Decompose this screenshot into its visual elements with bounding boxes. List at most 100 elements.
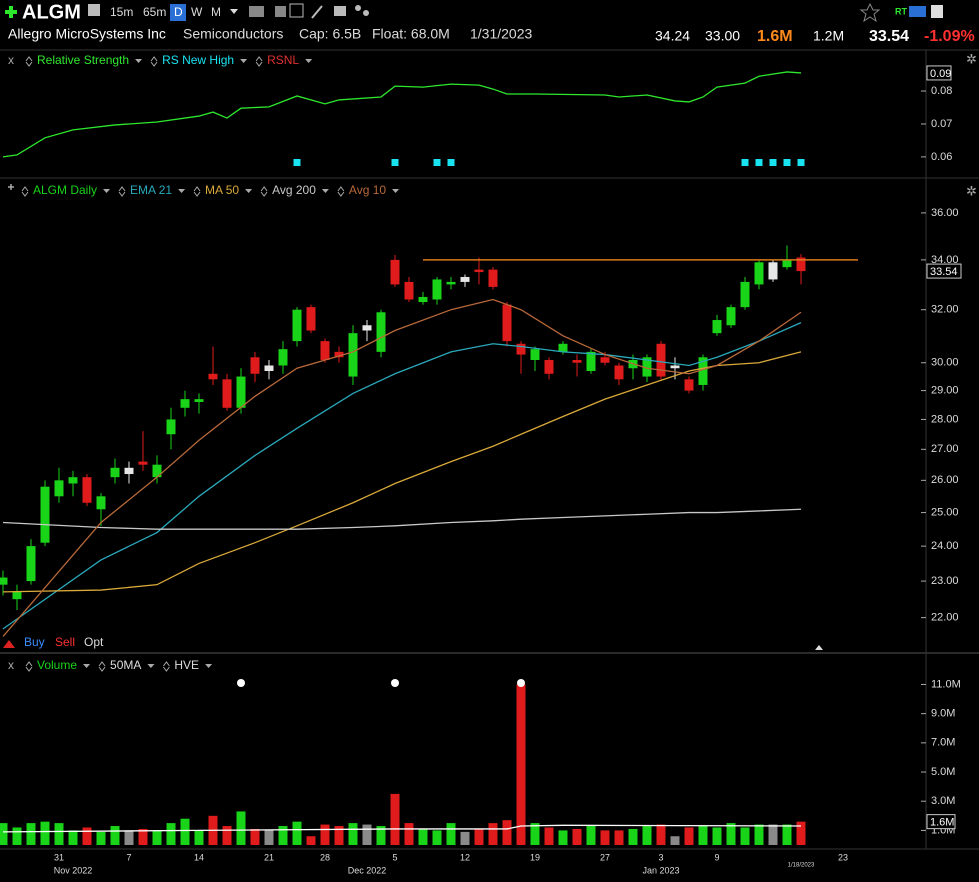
interval[interactable]: W bbox=[191, 5, 203, 19]
legend-label[interactable]: MA 50 bbox=[205, 183, 239, 197]
tool-icon[interactable] bbox=[363, 10, 369, 16]
candle-body bbox=[796, 257, 806, 272]
candle-body bbox=[642, 357, 652, 377]
legend-move-icon[interactable] bbox=[193, 186, 201, 197]
candle-body bbox=[82, 477, 92, 503]
legend-move-icon[interactable] bbox=[337, 186, 345, 197]
legend-move-icon[interactable] bbox=[25, 661, 33, 672]
legend-dropdown[interactable] bbox=[147, 664, 155, 668]
tool-icon[interactable] bbox=[275, 6, 286, 17]
legend-move-icon[interactable] bbox=[255, 56, 263, 67]
legend-move-icon[interactable] bbox=[25, 56, 33, 67]
rs-new-high bbox=[433, 159, 441, 166]
moving-average bbox=[2, 322, 802, 630]
volume-bar bbox=[418, 828, 428, 845]
share-icon[interactable] bbox=[909, 6, 926, 17]
panel-close[interactable]: x bbox=[8, 53, 14, 67]
legend-dropdown[interactable] bbox=[392, 189, 400, 193]
volume-bar bbox=[250, 828, 260, 845]
legend-label[interactable]: Volume bbox=[37, 658, 77, 672]
volume-bar bbox=[684, 827, 694, 845]
trade-icon[interactable] bbox=[3, 640, 15, 648]
legend-label[interactable]: HVE bbox=[174, 658, 199, 672]
volume-bar bbox=[82, 827, 92, 845]
legend-dropdown[interactable] bbox=[103, 189, 111, 193]
candle-body bbox=[222, 379, 232, 408]
company: Allegro MicroSystems Inc bbox=[8, 26, 166, 42]
x-tick-label: 23 bbox=[838, 852, 848, 862]
candle-body bbox=[600, 357, 610, 363]
volume-bar bbox=[726, 823, 736, 845]
interval[interactable]: M bbox=[211, 5, 221, 19]
current-value-box bbox=[926, 263, 962, 279]
legend-dropdown[interactable] bbox=[321, 189, 329, 193]
tool-icon[interactable] bbox=[355, 5, 361, 11]
interval[interactable]: D bbox=[174, 5, 183, 19]
symbol-icon[interactable] bbox=[88, 4, 100, 16]
volume-bar bbox=[306, 836, 316, 845]
legend-label[interactable]: RSNL bbox=[267, 53, 299, 67]
interval-active[interactable] bbox=[170, 4, 186, 21]
settings-icon[interactable]: ✲ bbox=[966, 51, 977, 66]
volume-bar bbox=[698, 826, 708, 845]
high: 34.24 bbox=[655, 28, 690, 44]
volume-bar bbox=[740, 827, 750, 845]
tool-icon[interactable] bbox=[249, 6, 264, 17]
move-icon[interactable] bbox=[8, 184, 14, 190]
legend-dropdown[interactable] bbox=[83, 664, 91, 668]
legend-label[interactable]: Avg 200 bbox=[272, 183, 316, 197]
interval[interactable]: 15m bbox=[110, 5, 133, 19]
volume-bar bbox=[12, 827, 22, 845]
legend-move-icon[interactable] bbox=[98, 661, 106, 672]
legend-dropdown[interactable] bbox=[135, 59, 143, 63]
volume-bar bbox=[166, 823, 176, 845]
legend-move-icon[interactable] bbox=[118, 186, 126, 197]
legend-label[interactable]: Avg 10 bbox=[349, 183, 386, 197]
legend-dropdown[interactable] bbox=[305, 59, 313, 63]
price: 33.54 bbox=[869, 28, 909, 45]
candle-body bbox=[362, 325, 372, 331]
print-icon[interactable] bbox=[931, 5, 943, 18]
change: -1.09% bbox=[924, 28, 975, 45]
rs-line bbox=[2, 71, 802, 158]
legend-move-icon[interactable] bbox=[21, 186, 29, 197]
legend-move-icon[interactable] bbox=[162, 661, 170, 672]
volume-bar bbox=[796, 821, 806, 845]
options-button[interactable]: Opt bbox=[84, 635, 104, 649]
legend-move-icon[interactable] bbox=[150, 56, 158, 67]
y-tick-label: 22.00 bbox=[931, 612, 959, 624]
legend-label[interactable]: ALGM Daily bbox=[33, 183, 97, 197]
interval[interactable]: 65m bbox=[143, 5, 166, 19]
candle-body bbox=[264, 365, 274, 371]
buy-button[interactable]: Buy bbox=[24, 635, 45, 649]
star-icon[interactable] bbox=[859, 2, 881, 23]
legend-label[interactable]: Relative Strength bbox=[37, 53, 129, 67]
legend-dropdown[interactable] bbox=[205, 664, 213, 668]
dropdown[interactable] bbox=[230, 9, 238, 14]
volume-bar bbox=[26, 823, 36, 845]
moving-average bbox=[2, 298, 802, 637]
legend-label[interactable]: EMA 21 bbox=[130, 183, 172, 197]
legend-move-icon[interactable] bbox=[260, 186, 268, 197]
legend-label[interactable]: RS New High bbox=[162, 53, 234, 67]
tool-icon[interactable] bbox=[289, 3, 304, 18]
legend-dropdown[interactable] bbox=[245, 189, 253, 193]
collapse-icon[interactable] bbox=[815, 645, 823, 650]
legend-dropdown[interactable] bbox=[178, 189, 186, 193]
candle-body bbox=[782, 259, 792, 268]
candle-body bbox=[432, 279, 442, 300]
x-tick-label: 28 bbox=[320, 852, 330, 862]
candle-body bbox=[54, 480, 64, 497]
industry: Semiconductors bbox=[183, 26, 283, 42]
y-tick-label: 36.00 bbox=[931, 207, 959, 219]
candle-body bbox=[740, 281, 750, 308]
tool-icon[interactable] bbox=[311, 5, 323, 19]
legend-label[interactable]: 50MA bbox=[110, 658, 141, 672]
sell-button[interactable]: Sell bbox=[55, 635, 75, 649]
tool-icon[interactable] bbox=[334, 6, 346, 16]
panel-close[interactable]: x bbox=[8, 658, 14, 672]
legend-dropdown[interactable] bbox=[240, 59, 248, 63]
add-icon[interactable] bbox=[5, 6, 17, 18]
settings-icon[interactable]: ✲ bbox=[966, 183, 977, 198]
current-value-label: 33.54 bbox=[930, 266, 958, 278]
